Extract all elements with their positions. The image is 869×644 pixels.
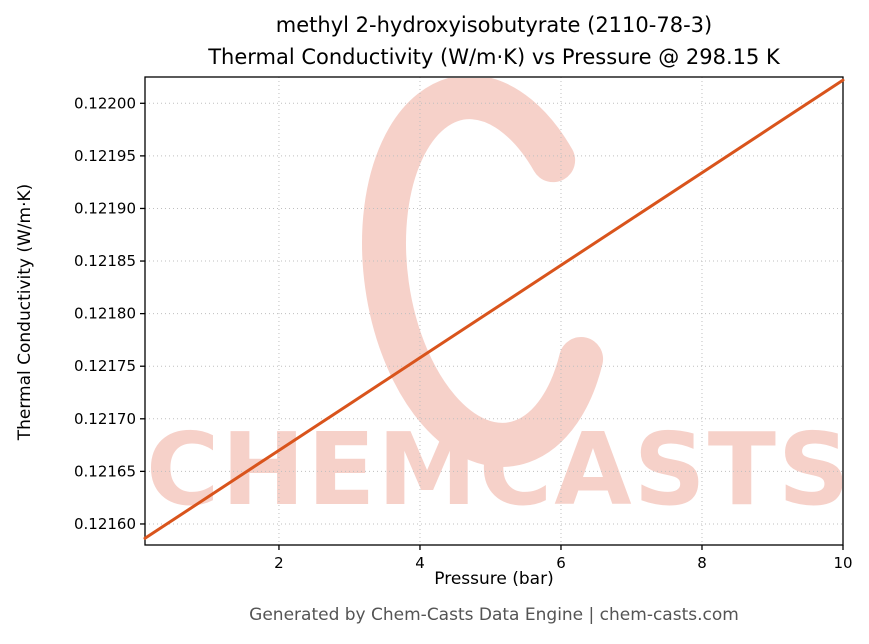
chart-title-line2: Thermal Conductivity (W/m·K) vs Pressure… — [208, 44, 780, 69]
y-tick-label: 0.12170 — [74, 410, 136, 428]
x-tick-label: 2 — [274, 554, 284, 572]
y-tick-label: 0.12190 — [74, 199, 136, 217]
y-tick-label: 0.12180 — [74, 305, 136, 323]
x-tick-label: 10 — [833, 554, 852, 572]
y-tick-label: 0.12175 — [74, 357, 136, 375]
x-axis-label: Pressure (bar) — [434, 569, 554, 589]
x-tick-label: 8 — [697, 554, 707, 572]
chart-title-line1: methyl 2-hydroxyisobutyrate (2110-78-3) — [275, 13, 713, 37]
y-axis-label: Thermal Conductivity (W/m·K) — [15, 183, 35, 441]
y-tick-label: 0.12200 — [74, 94, 136, 112]
x-tick-label: 6 — [556, 554, 566, 572]
y-tick-label: 0.12195 — [74, 147, 136, 165]
y-tick-label: 0.12185 — [74, 252, 136, 270]
y-tick-label: 0.12165 — [74, 462, 136, 480]
footer-caption: Generated by Chem-Casts Data Engine | ch… — [249, 605, 739, 625]
y-tick-label: 0.12160 — [74, 515, 136, 533]
x-tick-label: 4 — [415, 554, 425, 572]
chart-title: methyl 2-hydroxyisobutyrate (2110-78-3) … — [145, 10, 843, 73]
data-line — [143, 78, 845, 540]
plot-border — [144, 76, 844, 546]
